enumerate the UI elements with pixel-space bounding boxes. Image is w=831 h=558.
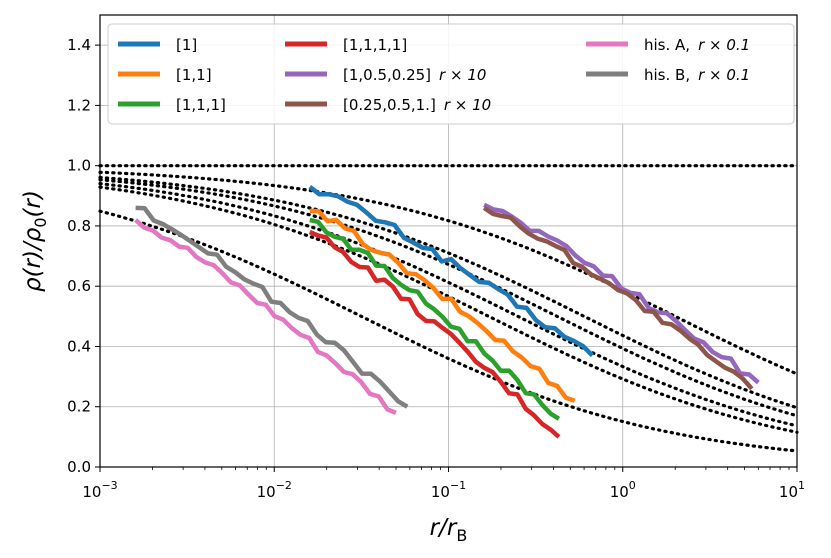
data-series (134, 185, 760, 439)
reference-curve (98, 175, 799, 410)
reference-curve (98, 170, 799, 376)
x-axis-label-main: r/r (430, 515, 458, 541)
series-line (309, 208, 576, 403)
y-tick-label: 1.2 (67, 96, 91, 114)
legend-box (107, 23, 795, 125)
y-axis-label: ρ(r)/ρ0(r) (20, 190, 50, 292)
y-axis-label-main: ρ(r)/ρ (20, 227, 46, 292)
series-line (308, 185, 594, 358)
x-tick-label: 10−1 (431, 479, 466, 501)
y-tick-label: 1.4 (67, 36, 91, 54)
series-line (308, 229, 561, 439)
y-axis-label-tail: (r) (20, 190, 46, 217)
series-line (135, 205, 409, 409)
x-axis-label-sub: B (456, 526, 467, 545)
legend-label: his. B, r × 0.1 (644, 66, 750, 84)
x-tick-label: 10−3 (82, 479, 117, 501)
x-axis-label: r/rB (430, 515, 468, 545)
y-tick-label: 0.2 (67, 398, 91, 416)
y-tick-label: 0.4 (67, 337, 91, 355)
legend: [1] [1,1] [1,1,1] [1,1,1,1] [1,0.5,0.25] r × … (107, 23, 795, 125)
legend-label: [1,1,1,1] (343, 36, 407, 54)
series-line (134, 218, 397, 415)
x-tick-label: 100 (610, 479, 636, 501)
series-line (483, 202, 760, 385)
y-tick-label: 1.0 (67, 157, 91, 175)
legend-label: [1] (176, 36, 197, 54)
x-tick-label: 10−2 (257, 479, 292, 501)
legend-label: [1,0.5,0.25] r × 10 (343, 66, 486, 84)
legend-label: [1,1,1] (176, 96, 226, 114)
legend-label: his. A, r × 0.1 (644, 36, 750, 54)
legend-label: [1,1] (176, 66, 212, 84)
x-axis-ticks: 10−3 10−2 10−1 100 101 (82, 467, 805, 501)
reference-curve (98, 178, 799, 418)
x-tick-label: 101 (779, 479, 805, 501)
y-tick-label: 0.0 (67, 458, 91, 476)
series-line (309, 217, 561, 421)
y-axis-ticks: 0.0 0.2 0.4 0.6 0.8 1.0 1.2 1.4 (67, 36, 100, 476)
y-tick-label: 0.8 (67, 217, 91, 235)
legend-label: [0.25,0.5,1.] r × 10 (343, 96, 491, 114)
reference-curve (98, 182, 799, 428)
y-axis-label-sub: 0 (31, 217, 50, 227)
series-line (482, 206, 754, 391)
reference-curve (98, 209, 799, 453)
y-tick-label: 0.6 (67, 277, 91, 295)
